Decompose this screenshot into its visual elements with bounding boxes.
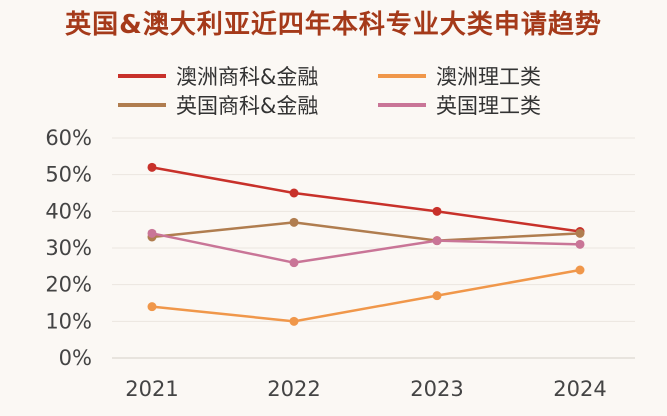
x-tick-label: 2022 xyxy=(267,377,320,401)
data-point xyxy=(432,236,442,246)
data-point xyxy=(289,217,299,227)
y-tick-label: 20% xyxy=(45,273,92,297)
y-tick-label: 0% xyxy=(59,346,92,370)
data-point xyxy=(575,265,585,275)
data-point xyxy=(147,162,157,172)
data-point xyxy=(432,206,442,216)
x-axis-ticks: 2021 2022 2023 2024 xyxy=(125,377,606,401)
gridlines xyxy=(112,137,635,359)
legend-label: 澳洲理工类 xyxy=(436,65,541,89)
series xyxy=(147,265,585,326)
legend-item: 英国商科&金融 xyxy=(118,94,318,118)
y-tick-label: 50% xyxy=(45,163,92,187)
data-point xyxy=(289,316,299,326)
data-point xyxy=(289,258,299,268)
x-tick-label: 2021 xyxy=(125,377,178,401)
y-tick-label: 40% xyxy=(45,199,92,223)
series xyxy=(147,228,585,268)
legend-item: 英国理工类 xyxy=(378,94,541,118)
data-point xyxy=(147,228,157,238)
series-lines xyxy=(147,162,585,326)
legend-label: 澳洲商科&金融 xyxy=(176,65,318,89)
data-point xyxy=(575,228,585,238)
series-line xyxy=(151,232,581,264)
series xyxy=(147,162,585,236)
data-point xyxy=(432,291,442,301)
data-point xyxy=(147,302,157,312)
series-line xyxy=(151,268,581,323)
series-line xyxy=(151,166,581,233)
legend-item: 澳洲理工类 xyxy=(378,65,541,89)
y-axis-ticks: 0% 10% 20% 30% 40% 50% 60% xyxy=(45,126,92,370)
legend-label: 英国商科&金融 xyxy=(176,94,318,118)
y-tick-label: 30% xyxy=(45,236,92,260)
legend-item: 澳洲商科&金融 xyxy=(118,65,318,89)
y-tick-label: 10% xyxy=(45,309,92,333)
data-point xyxy=(575,239,585,249)
legend-label: 英国理工类 xyxy=(436,94,541,118)
data-point xyxy=(289,188,299,198)
x-tick-label: 2023 xyxy=(410,377,463,401)
x-tick-label: 2024 xyxy=(553,377,606,401)
chart-title: 英国&澳大利亚近四年本科专业大类申请趋势 xyxy=(65,10,602,40)
y-tick-label: 60% xyxy=(45,126,92,150)
series-line xyxy=(151,221,581,242)
